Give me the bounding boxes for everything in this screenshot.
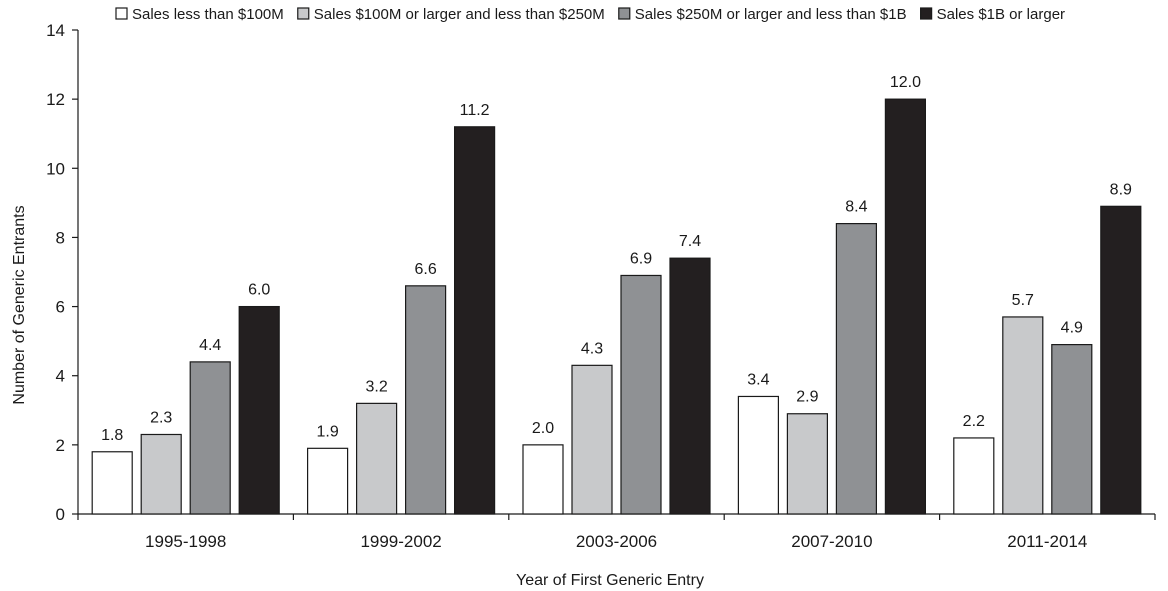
- data-label: 2.3: [150, 409, 172, 426]
- bar: [1100, 205, 1142, 515]
- bar: [835, 223, 878, 515]
- legend-swatch: [618, 7, 631, 20]
- bar: [571, 364, 613, 515]
- data-label: 8.9: [1110, 181, 1132, 198]
- legend-swatch: [920, 7, 933, 20]
- bar: [189, 361, 231, 515]
- y-tick-label: 4: [56, 367, 65, 386]
- data-label: 7.4: [679, 233, 701, 250]
- bar: [953, 437, 995, 515]
- y-tick-label: 12: [46, 90, 65, 109]
- data-label: 11.2: [460, 102, 490, 119]
- data-label: 1.8: [101, 427, 123, 444]
- bar: [356, 402, 398, 515]
- data-label: 12.0: [890, 74, 921, 91]
- data-label: 4.4: [199, 337, 221, 354]
- y-tick-label: 6: [56, 298, 65, 317]
- x-axis-title: Year of First Generic Entry: [516, 572, 704, 589]
- data-label: 4.3: [581, 340, 603, 357]
- legend-swatch: [115, 7, 128, 20]
- legend-label: Sales $1B or larger: [937, 6, 1065, 23]
- y-axis-title: Number of Generic Entrants: [11, 205, 28, 404]
- bar: [669, 257, 711, 515]
- data-labels: 1.8 2.3 4.4 6.0 1.9 3.2 6.6 11.2 2.0 4.3 6.9 7.4 3.4…: [101, 74, 1132, 444]
- y-tick-label: 0: [56, 505, 65, 524]
- x-tick-label: 1999-2002: [360, 532, 441, 551]
- data-label: 6.0: [248, 282, 270, 299]
- y-tick-label: 14: [46, 21, 65, 40]
- data-label: 3.2: [365, 378, 387, 395]
- legend-swatch: [297, 7, 310, 20]
- data-label: 2.0: [532, 420, 554, 437]
- x-tick-label: 2007-2010: [791, 532, 872, 551]
- legend: Sales less than $100M Sales $100M or larg…: [115, 6, 1065, 23]
- bar: [522, 444, 564, 515]
- data-label: 2.2: [963, 413, 985, 430]
- legend-label: Sales $100M or larger and less than $250…: [314, 6, 605, 23]
- data-label: 2.9: [796, 389, 818, 406]
- x-axis: 1995-1998 1999-2002 2003-2006 2007-2010 2011…: [77, 513, 1156, 551]
- x-tick-label: 1995-1998: [145, 532, 226, 551]
- data-label: 1.9: [316, 423, 338, 440]
- plot-area: [91, 98, 1142, 515]
- data-label: 6.6: [414, 261, 436, 278]
- bar: [307, 447, 349, 515]
- bar: [454, 126, 496, 515]
- bar: [884, 98, 927, 515]
- bar: [737, 395, 780, 515]
- y-axis: 0 2 4 6 8 10 12 14: [46, 21, 79, 524]
- y-tick-label: 2: [56, 436, 65, 455]
- bar: [786, 413, 829, 515]
- x-tick-label: 2003-2006: [576, 532, 657, 551]
- bar: [1051, 344, 1093, 515]
- legend-label: Sales $250M or larger and less than $1B: [635, 6, 907, 23]
- bar: [620, 274, 662, 515]
- y-tick-label: 10: [46, 159, 65, 178]
- data-label: 6.9: [630, 250, 652, 267]
- bar: [140, 433, 182, 515]
- x-tick-label: 2011-2014: [1007, 532, 1087, 551]
- data-label: 8.4: [845, 199, 867, 216]
- bar: [91, 451, 133, 515]
- data-label: 5.7: [1012, 292, 1034, 309]
- y-tick-label: 8: [56, 228, 65, 247]
- bar: [238, 305, 280, 515]
- legend-label: Sales less than $100M: [132, 6, 284, 23]
- data-label: 3.4: [747, 371, 769, 388]
- bar: [405, 285, 447, 515]
- data-label: 4.9: [1061, 320, 1083, 337]
- bar: [1002, 316, 1044, 515]
